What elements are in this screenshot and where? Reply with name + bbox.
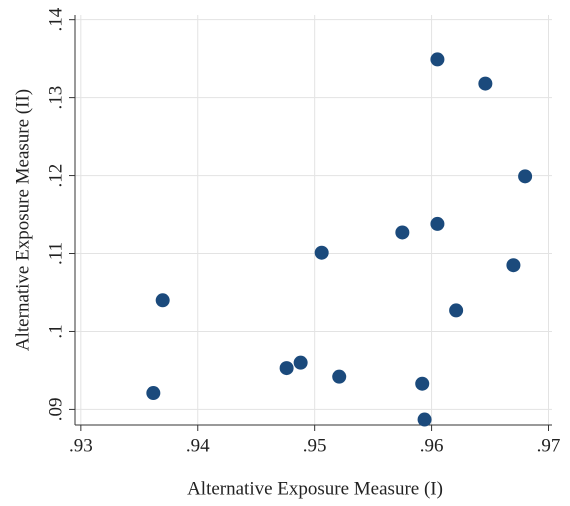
point [146, 386, 161, 401]
y-axis-title: Alternative Exposure Measure (II) [12, 89, 33, 351]
point [430, 216, 445, 231]
point [279, 361, 294, 376]
x-tick-label: .94 [186, 435, 210, 456]
point [506, 258, 521, 273]
point [415, 376, 430, 391]
x-tick-label: .97 [537, 435, 561, 456]
y-tick-label: .12 [45, 164, 66, 188]
point [314, 245, 329, 260]
point [395, 225, 410, 240]
point [449, 303, 464, 318]
point [518, 169, 533, 184]
y-tick-label: .13 [45, 86, 66, 110]
y-tick-label: .14 [45, 7, 66, 31]
point [478, 76, 493, 91]
x-tick-label: .93 [69, 435, 93, 456]
x-tick-label: .96 [420, 435, 444, 456]
y-tick-label: .11 [45, 242, 66, 265]
point [332, 369, 347, 384]
x-axis-title: Alternative Exposure Measure (I) [187, 478, 443, 499]
x-tick-label: .95 [303, 435, 327, 456]
point [155, 293, 170, 308]
y-tick-label: .1 [45, 324, 66, 338]
point [417, 412, 432, 427]
y-tick-label: .09 [45, 398, 66, 422]
point [293, 355, 308, 370]
point [430, 52, 445, 67]
